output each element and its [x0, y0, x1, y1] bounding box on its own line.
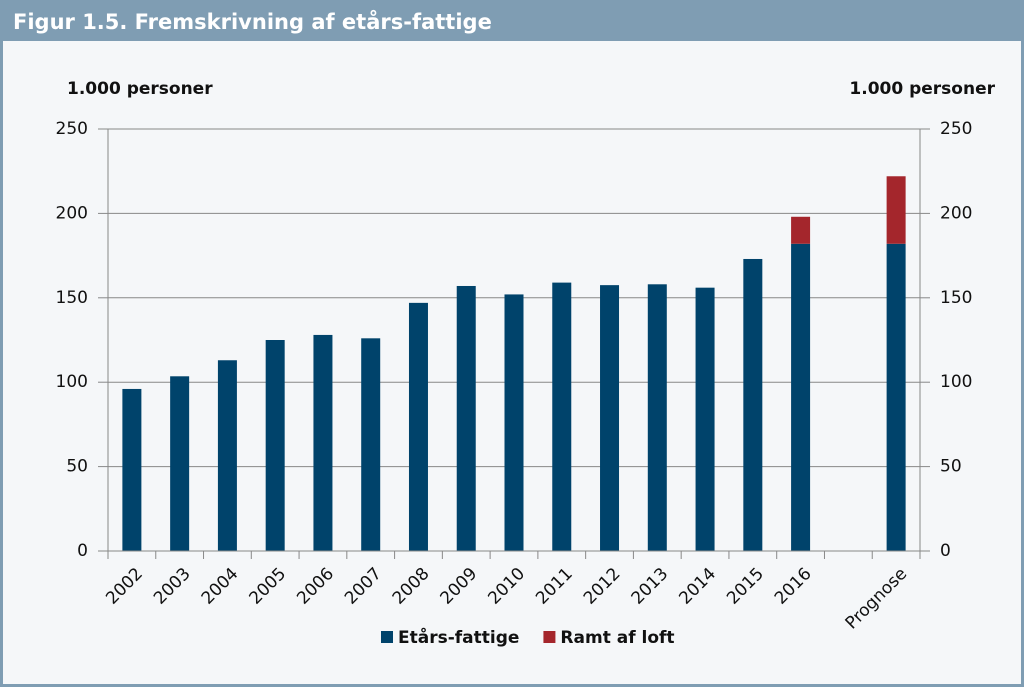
bar: [886, 243, 906, 551]
chart-title: Figur 1.5. Fremskrivning af etårs-fattig…: [3, 3, 1021, 41]
bar: [170, 376, 190, 551]
y-tick-label: 100: [56, 372, 88, 392]
x-tick-label: 2005: [246, 564, 291, 609]
x-tick-label: 2010: [484, 564, 529, 609]
bar: [791, 243, 811, 551]
bar: [217, 360, 237, 551]
bar: [265, 340, 285, 551]
bar: [313, 334, 333, 551]
chart: 1.000 personer 1.000 personer 0 50 100 150 2…: [56, 79, 996, 648]
y2-tick-label: 250: [940, 119, 972, 139]
bar: [122, 388, 142, 551]
x-tick-label: 2015: [723, 564, 768, 609]
y2-tick-label: 100: [940, 372, 972, 392]
y-tick-label: 50: [66, 457, 88, 477]
bar: [361, 338, 381, 551]
y2-axis-label: 1.000 personer: [849, 79, 995, 99]
bar: [791, 216, 811, 244]
legend-label: Ramt af loft: [560, 628, 674, 648]
bar: [456, 285, 476, 551]
y-tick-label: 200: [56, 203, 88, 223]
y2-tick-label: 0: [940, 541, 951, 561]
bar: [504, 294, 524, 551]
bar: [743, 258, 763, 551]
legend-label: Etårs-fattige: [398, 626, 519, 648]
x-tick-label: 2009: [437, 564, 482, 609]
bar: [600, 285, 620, 551]
bar: [552, 282, 572, 551]
x-tick-label: 2012: [580, 564, 625, 609]
x-tick-label: 2007: [341, 564, 386, 609]
x-tick-label: 2013: [628, 564, 673, 609]
y-tick-label: 250: [56, 119, 88, 139]
bar: [647, 284, 667, 551]
x-tick-label: 2011: [532, 564, 577, 609]
bar: [408, 302, 428, 551]
y-axis-label: 1.000 personer: [67, 79, 213, 99]
x-tick-label: 2008: [389, 564, 434, 609]
bar: [695, 287, 715, 551]
bar: [886, 176, 906, 244]
x-tick-label: 2016: [771, 564, 816, 609]
y2-tick-label: 50: [940, 457, 962, 477]
x-tick-label: 2004: [198, 564, 243, 609]
x-tick-label: 2002: [102, 564, 147, 609]
legend-swatch: [543, 631, 556, 643]
x-tick-label: 2014: [675, 564, 720, 609]
x-tick-label: Prognose: [842, 564, 911, 633]
y2-tick-label: 150: [940, 288, 972, 308]
legend-swatch: [381, 631, 393, 643]
x-tick-label: 2003: [150, 564, 195, 609]
y-tick-label: 0: [77, 541, 88, 561]
y-tick-label: 150: [56, 288, 88, 308]
y2-tick-label: 200: [940, 203, 972, 223]
x-tick-label: 2006: [293, 564, 338, 609]
